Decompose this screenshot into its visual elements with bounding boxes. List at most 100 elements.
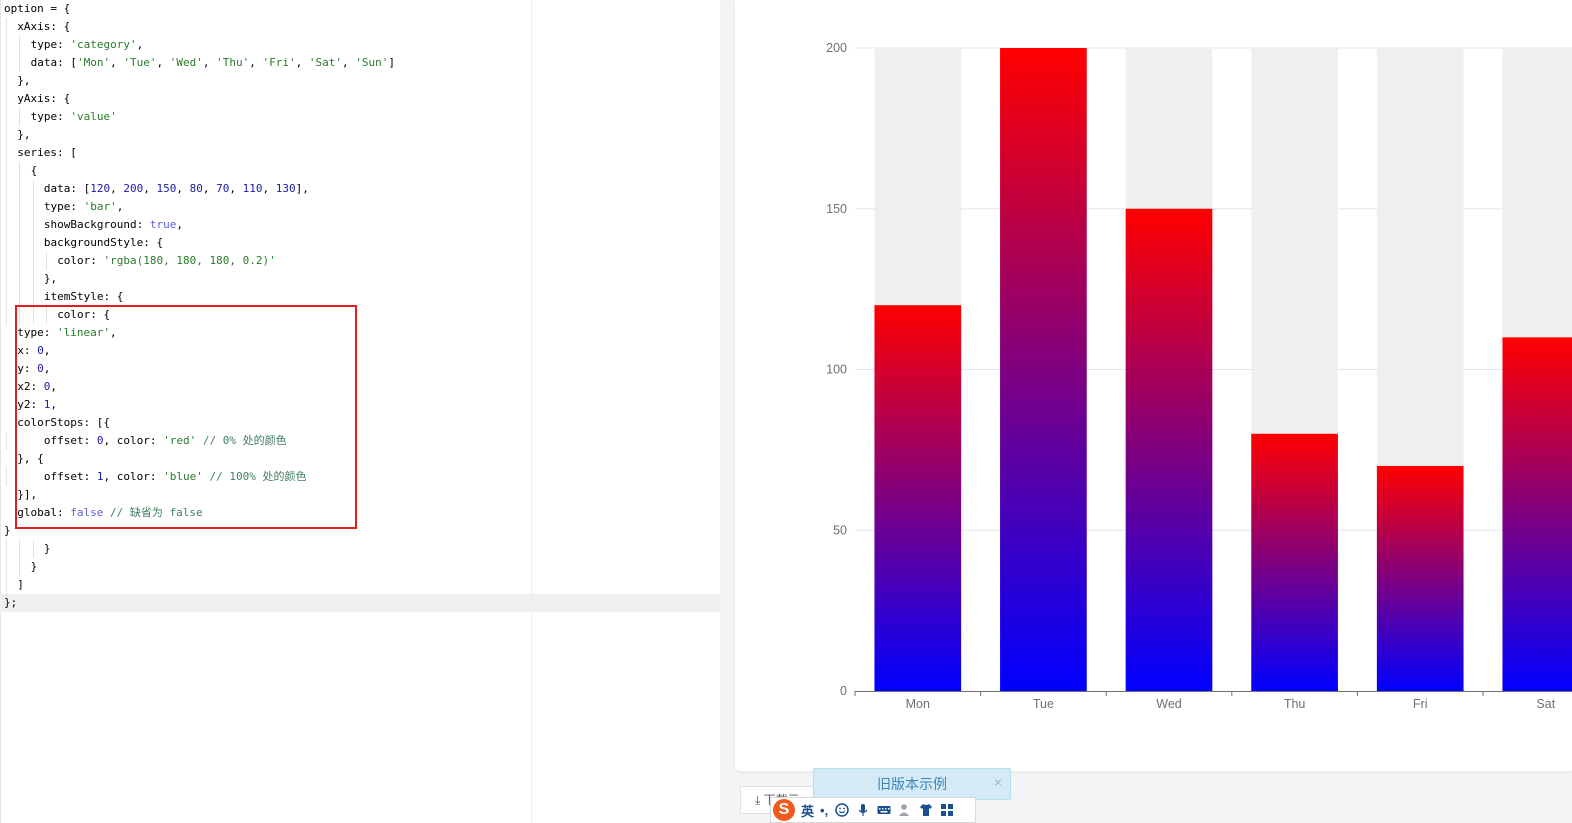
- code-line[interactable]: type: 'bar',: [0, 198, 720, 216]
- bar-tue: [1000, 48, 1087, 691]
- editor-left-edge: [0, 0, 1, 823]
- user-tool-icon[interactable]: [898, 803, 912, 817]
- code-text: }: [31, 560, 38, 573]
- code-token: type:: [30, 110, 71, 123]
- code-line[interactable]: global: false // 缺省为 false: [0, 504, 720, 522]
- code-token: color:: [57, 254, 104, 267]
- code-token: 'Mon': [76, 56, 111, 69]
- code-line[interactable]: data: [120, 200, 150, 80, 70, 110, 130],: [0, 180, 720, 198]
- code-text: }, {: [17, 452, 44, 465]
- code-line[interactable]: option = {: [0, 0, 720, 18]
- code-token: ,: [110, 182, 124, 195]
- indent-guide: [19, 180, 21, 198]
- code-text: },: [17, 74, 30, 87]
- code-line[interactable]: }: [0, 558, 720, 576]
- code-token: , color:: [103, 470, 164, 483]
- code-line[interactable]: x: 0,: [0, 342, 720, 360]
- code-line[interactable]: type: 'value': [0, 108, 720, 126]
- code-line[interactable]: color: 'rgba(180, 180, 180, 0.2)': [0, 252, 720, 270]
- old-version-text[interactable]: 旧版本示例: [877, 776, 947, 792]
- code-line[interactable]: {: [0, 162, 720, 180]
- code-token: }: [4, 524, 11, 537]
- ime-logo-icon[interactable]: S: [773, 799, 795, 821]
- code-line[interactable]: data: ['Mon', 'Tue', 'Wed', 'Thu', 'Fri'…: [0, 54, 720, 72]
- code-text: showBackground: true,: [44, 218, 183, 231]
- code-token: false: [162, 506, 203, 519]
- code-line[interactable]: }: [0, 540, 720, 558]
- code-token: 200: [123, 182, 144, 195]
- indent-guide: [6, 234, 7, 252]
- code-line[interactable]: type: 'linear',: [0, 324, 720, 342]
- code-token: false: [70, 506, 104, 519]
- code-token: 0: [96, 434, 104, 447]
- code-line[interactable]: y: 0,: [0, 360, 720, 378]
- code-line[interactable]: xAxis: {: [0, 18, 720, 36]
- code-line[interactable]: y2: 1,: [0, 396, 720, 414]
- skin-shirt-icon[interactable]: [919, 803, 933, 817]
- code-token: offset:: [43, 434, 97, 447]
- code-token: data: [: [30, 56, 77, 69]
- toolbox-grid-icon[interactable]: [940, 803, 954, 817]
- code-token: data: [: [43, 182, 91, 195]
- code-token: ]: [17, 578, 24, 591]
- code-token: 'Wed': [169, 56, 203, 69]
- ime-language-toggle[interactable]: 英: [801, 803, 815, 819]
- code-line[interactable]: x2: 0,: [0, 378, 720, 396]
- code-token: backgroundStyle: {: [43, 236, 164, 249]
- code-token: 'category': [70, 38, 137, 51]
- microphone-icon[interactable]: [856, 803, 870, 817]
- code-line[interactable]: };: [0, 594, 720, 612]
- code-token: true: [149, 218, 177, 231]
- indent-guide: [19, 306, 21, 324]
- annotation-highlight-box: [15, 305, 357, 529]
- code-token: ,: [202, 182, 217, 195]
- code-token: }: [43, 542, 51, 555]
- code-token: color: {: [57, 308, 111, 321]
- ime-punctuation-toggle[interactable]: •,: [820, 802, 829, 818]
- indent-guide: [6, 126, 7, 144]
- code-line[interactable]: itemStyle: {: [0, 288, 720, 306]
- code-line[interactable]: }],: [0, 486, 720, 504]
- code-line[interactable]: colorStops: [{: [0, 414, 720, 432]
- code-line[interactable]: offset: 0, color: 'red' // 0% 处的颜色: [0, 432, 720, 450]
- code-line[interactable]: color: {: [0, 306, 720, 324]
- code-line[interactable]: yAxis: {: [0, 90, 720, 108]
- close-icon[interactable]: ×: [993, 774, 1002, 790]
- keyboard-icon[interactable]: [877, 803, 891, 817]
- emoji-icon[interactable]: [835, 803, 849, 817]
- code-text: ]: [17, 578, 24, 591]
- code-token: 1: [43, 398, 51, 411]
- code-text: type: 'category',: [31, 38, 144, 51]
- code-line[interactable]: }: [0, 522, 720, 540]
- old-version-banner[interactable]: 旧版本示例 ×: [813, 768, 1011, 800]
- code-line[interactable]: ]: [0, 576, 720, 594]
- code-token: 'Thu': [216, 56, 250, 69]
- code-token: ,: [110, 56, 124, 69]
- code-line[interactable]: },: [0, 72, 720, 90]
- indent-guide: [6, 540, 7, 558]
- ime-toolbar[interactable]: S 英 •,: [770, 797, 976, 823]
- code-line[interactable]: backgroundStyle: {: [0, 234, 720, 252]
- indent-guide: [6, 576, 7, 594]
- code-text: offset: 0, color: 'red' // 0% 处的颜色: [44, 434, 287, 447]
- code-line[interactable]: }, {: [0, 450, 720, 468]
- code-token: 'Sat': [308, 56, 342, 69]
- code-text: }],: [17, 488, 37, 501]
- indent-guide: [6, 90, 7, 108]
- code-line[interactable]: type: 'category',: [0, 36, 720, 54]
- code-editor[interactable]: option = {xAxis: {type: 'category', data:…: [0, 0, 720, 823]
- code-line[interactable]: series: [: [0, 144, 720, 162]
- indent-guide: [6, 18, 7, 36]
- indent-guide: [45, 306, 47, 324]
- indent-guide: [32, 288, 34, 306]
- code-line[interactable]: },: [0, 270, 720, 288]
- indent-guide: [19, 216, 21, 234]
- code-text: {: [31, 164, 38, 177]
- y-tick-label: 100: [826, 363, 847, 377]
- code-line[interactable]: },: [0, 126, 720, 144]
- indent-guide: [6, 468, 7, 486]
- code-line[interactable]: showBackground: true,: [0, 216, 720, 234]
- code-line[interactable]: offset: 1, color: 'blue' // 100% 处的颜色: [0, 468, 720, 486]
- code-text: x2: 0,: [17, 380, 57, 393]
- code-text: option = {: [4, 2, 70, 15]
